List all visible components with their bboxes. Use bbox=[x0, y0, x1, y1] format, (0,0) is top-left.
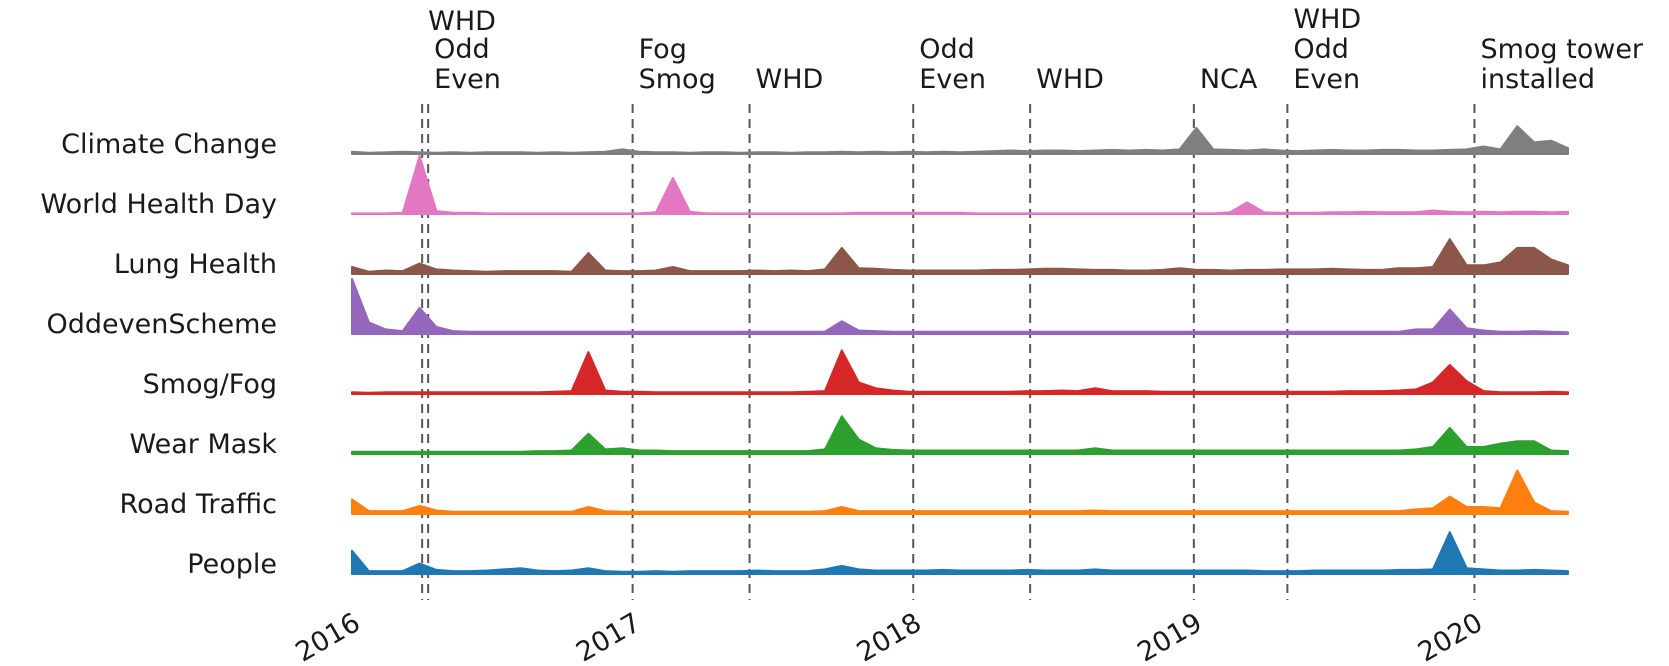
series-area bbox=[351, 349, 1569, 395]
series-area bbox=[351, 469, 1569, 515]
event-label-line: installed bbox=[1480, 64, 1595, 95]
series-row: Lung Health bbox=[114, 238, 1569, 280]
x-tick-label: 2020 bbox=[1413, 607, 1488, 666]
series-area bbox=[351, 155, 1569, 215]
event-label: Odd Even bbox=[919, 34, 986, 95]
series-row: Wear Mask bbox=[130, 415, 1569, 460]
event-label: NCA bbox=[1200, 64, 1258, 95]
event-label-line: WHD bbox=[1293, 4, 1361, 35]
series-label: Climate Change bbox=[61, 129, 277, 160]
event-label-line: Even bbox=[1293, 64, 1360, 95]
series-row: World Health Day bbox=[40, 155, 1569, 220]
event-label-line: Even bbox=[434, 64, 501, 95]
series-row: OddevenScheme bbox=[47, 277, 1569, 340]
event-lines bbox=[421, 104, 1476, 600]
event-label: WHD bbox=[1036, 64, 1104, 95]
series-label: World Health Day bbox=[40, 189, 277, 220]
event-label-line: Smog bbox=[639, 64, 716, 95]
series-row: Climate Change bbox=[61, 125, 1569, 160]
event-label: Fog Smog bbox=[639, 34, 716, 95]
series-area bbox=[351, 125, 1569, 155]
event-label-line: WHD bbox=[756, 64, 824, 95]
event-label-line: Smog tower bbox=[1480, 34, 1643, 65]
x-tick-label: 2017 bbox=[571, 607, 646, 666]
event-label: WHD bbox=[756, 64, 824, 95]
event-label-line: Odd bbox=[1293, 34, 1349, 65]
event-label-line: Odd bbox=[434, 34, 490, 65]
series-area bbox=[351, 415, 1569, 455]
x-axis-ticks: 2016 2017 2018 2019 2020 bbox=[290, 607, 1487, 666]
event-label: WHD bbox=[428, 6, 496, 37]
x-tick-label: 2016 bbox=[290, 607, 365, 666]
series-area bbox=[351, 238, 1569, 275]
event-label: WHD Odd Even bbox=[1293, 4, 1361, 95]
x-tick-label: 2018 bbox=[852, 607, 927, 666]
event-label-line: WHD bbox=[428, 6, 496, 37]
event-label: Smog tower installed bbox=[1480, 34, 1643, 95]
series-label: Smog/Fog bbox=[143, 369, 277, 400]
series-label: Lung Health bbox=[114, 249, 277, 280]
x-tick-label: 2019 bbox=[1132, 607, 1207, 666]
series-row: People bbox=[187, 531, 1569, 580]
event-label-line: WHD bbox=[1036, 64, 1104, 95]
series-row: Road Traffic bbox=[120, 469, 1569, 520]
event-label: Odd Even bbox=[434, 34, 501, 95]
series-label: OddevenScheme bbox=[47, 309, 277, 340]
series-label: Road Traffic bbox=[120, 489, 277, 520]
event-label-line: Odd bbox=[919, 34, 975, 65]
series-area bbox=[351, 277, 1569, 335]
series-label: People bbox=[187, 549, 277, 580]
series-area bbox=[351, 531, 1569, 575]
event-label-line: NCA bbox=[1200, 64, 1258, 95]
event-label-line: Fog bbox=[639, 34, 687, 65]
series-label: Wear Mask bbox=[130, 429, 278, 460]
series-rows: Climate Change World Health Day Lung Healt… bbox=[40, 125, 1569, 580]
series-row: Smog/Fog bbox=[143, 349, 1569, 400]
event-label-line: Even bbox=[919, 64, 986, 95]
